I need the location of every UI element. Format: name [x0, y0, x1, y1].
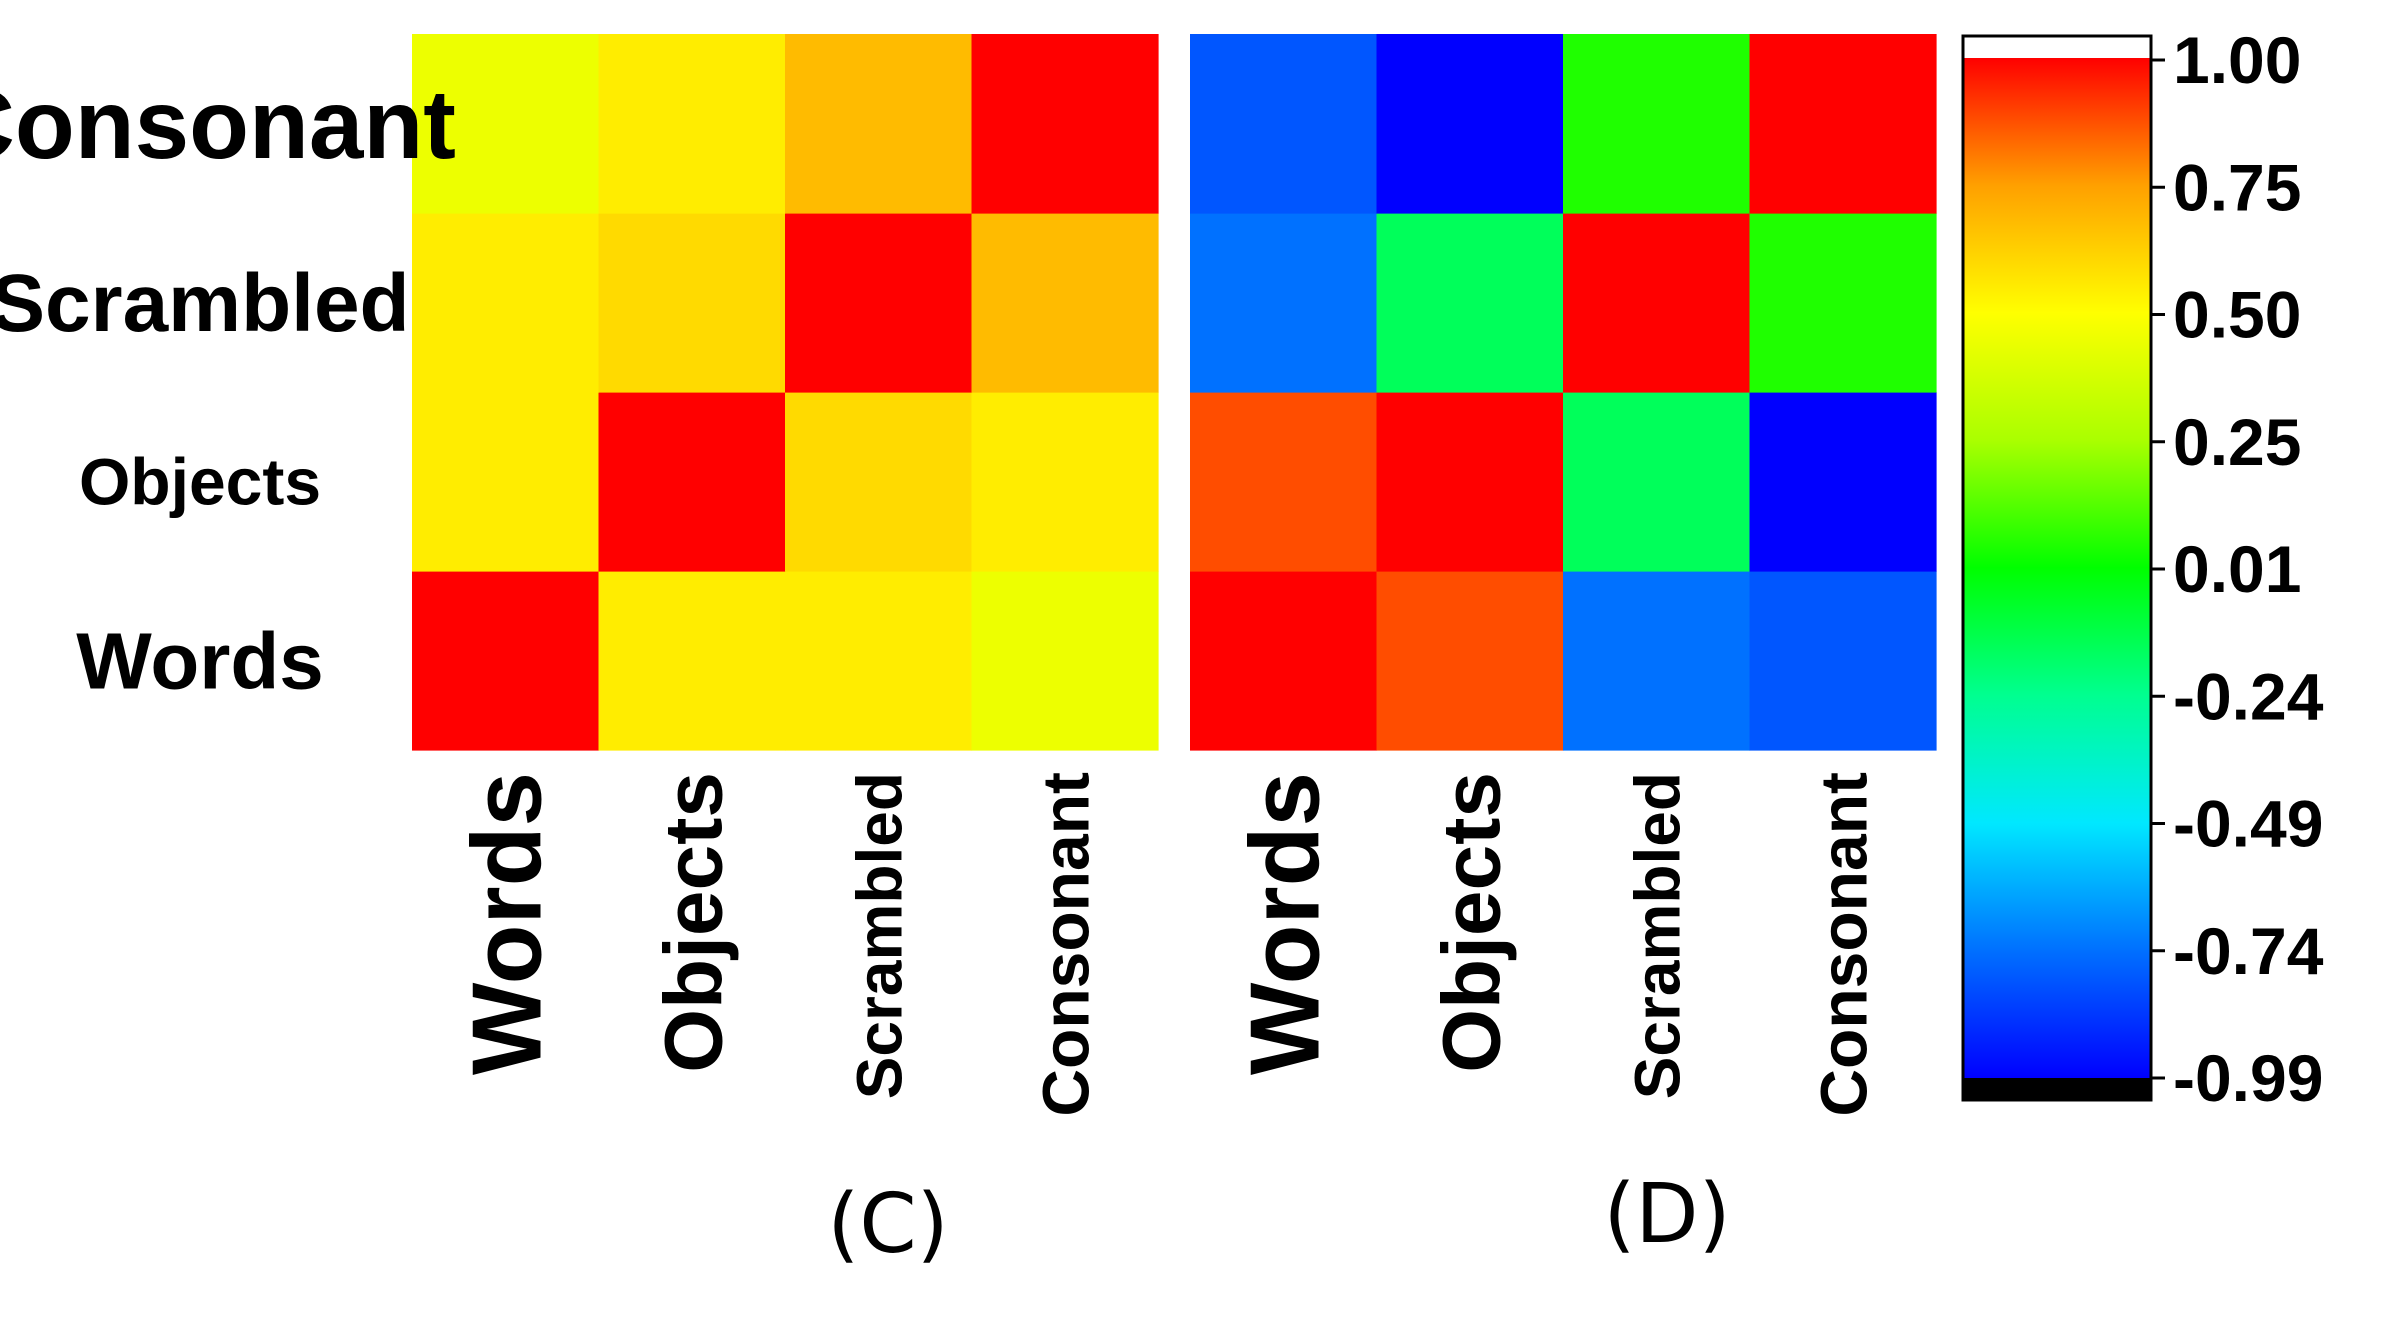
- heatmap-cell-d-1-3: [1749, 392, 1937, 572]
- heatmap-cell-c-0-0: [412, 571, 600, 751]
- heatmap-cell-d-3-0: [1190, 34, 1378, 214]
- x-tick-label-d-1: Objects: [1426, 772, 1517, 1073]
- colorbar: 1.00 0.75 0.50 0.25 0.01 -0.24 -0.49 -0.74 -0.99: [1961, 23, 2324, 1115]
- heatmap-cell-c-3-0: [412, 34, 600, 214]
- heatmap-cell-c-3-1: [598, 34, 786, 214]
- x-tick-label-d-0: Words: [1230, 772, 1340, 1075]
- heatmap-cell-d-1-2: [1563, 392, 1751, 572]
- x-tick-label-c-3: Consonant: [1029, 772, 1103, 1117]
- heatmap-cell-c-2-3: [971, 213, 1159, 393]
- heatmap-panel-d: Words Objects Scrambled Consonant: [1190, 34, 1937, 1117]
- y-tick-label-1: Objects: [79, 445, 321, 519]
- heatmap-cell-c-1-0: [412, 392, 600, 572]
- x-tick-label-d-3: Consonant: [1807, 772, 1881, 1117]
- heatmap-cell-c-0-3: [971, 571, 1159, 751]
- x-tick-label-c-1: Objects: [648, 772, 739, 1073]
- colorbar-tick-label-4: 0.01: [2173, 532, 2301, 606]
- x-tick-label-c-0: Words: [452, 772, 562, 1075]
- colorbar-tick-label-1: 0.75: [2173, 150, 2301, 224]
- heatmap-cell-c-2-2: [785, 213, 973, 393]
- colorbar-tick-label-7: -0.74: [2173, 914, 2324, 988]
- colorbar-tick-label-2: 0.50: [2173, 278, 2301, 352]
- colorbar-top-cap: [1963, 36, 2151, 58]
- heatmap-cell-c-3-3: [971, 34, 1159, 214]
- heatmap-cell-c-0-1: [598, 571, 786, 751]
- heatmap-cell-c-2-0: [412, 213, 600, 393]
- x-tick-label-d-2: Scrambled: [1621, 772, 1693, 1099]
- heatmap-cell-c-1-3: [971, 392, 1159, 572]
- heatmap-cell-d-2-2: [1563, 213, 1751, 393]
- heatmap-cell-d-2-0: [1190, 213, 1378, 393]
- heatmap-cell-d-0-1: [1376, 571, 1564, 751]
- y-tick-label-3: Consonant: [0, 69, 456, 179]
- heatmap-cell-d-0-3: [1749, 571, 1937, 751]
- heatmap-cell-d-1-0: [1190, 392, 1378, 572]
- heatmap-cell-d-3-1: [1376, 34, 1564, 214]
- heatmap-panel-c: Words Objects Scrambled Consonant Words Objec…: [0, 34, 1159, 1117]
- heatmap-cell-d-2-1: [1376, 213, 1564, 393]
- colorbar-tick-label-0: 1.00: [2173, 23, 2301, 97]
- heatmap-cell-c-1-2: [785, 392, 973, 572]
- heatmap-cell-d-1-1: [1376, 392, 1564, 572]
- colorbar-tick-label-5: -0.24: [2173, 659, 2324, 733]
- colorbar-gradient: [1963, 58, 2151, 1078]
- heatmap-cell-c-0-2: [785, 571, 973, 751]
- heatmap-cell-d-2-3: [1749, 213, 1937, 393]
- x-tick-label-c-2: Scrambled: [843, 772, 915, 1099]
- y-tick-label-0: Words: [76, 617, 323, 706]
- heatmap-cell-d-3-2: [1563, 34, 1751, 214]
- heatmap-cell-c-3-2: [785, 34, 973, 214]
- panel-label-c: (C): [827, 1177, 948, 1272]
- panel-label-d: (D): [1603, 1167, 1730, 1262]
- heatmap-cell-d-0-2: [1563, 571, 1751, 751]
- heatmap-cell-d-3-3: [1749, 34, 1937, 214]
- colorbar-tick-label-8: -0.99: [2173, 1041, 2323, 1115]
- colorbar-tick-label-6: -0.49: [2173, 787, 2323, 861]
- colorbar-bottom-cap: [1963, 1078, 2151, 1100]
- colorbar-tick-label-3: 0.25: [2173, 405, 2301, 479]
- y-tick-label-2: Scrambled: [0, 258, 410, 349]
- heatmap-cell-c-1-1: [598, 392, 786, 572]
- heatmap-cell-d-0-0: [1190, 571, 1378, 751]
- heatmap-cell-c-2-1: [598, 213, 786, 393]
